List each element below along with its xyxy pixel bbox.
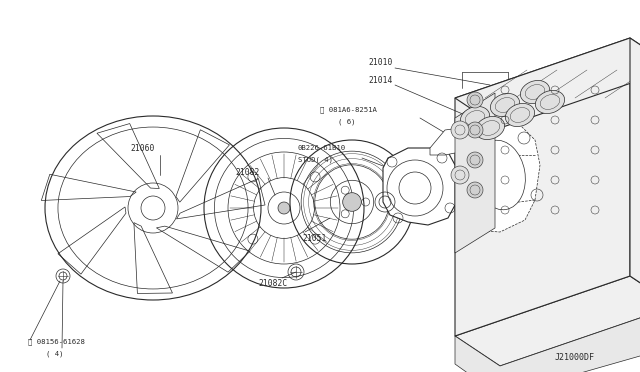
Circle shape (278, 202, 290, 214)
Polygon shape (97, 124, 159, 189)
Ellipse shape (476, 116, 504, 140)
Text: 21051: 21051 (302, 234, 326, 243)
Polygon shape (42, 174, 136, 201)
Polygon shape (455, 306, 640, 372)
Polygon shape (156, 226, 250, 272)
Polygon shape (383, 148, 455, 225)
Polygon shape (455, 276, 640, 366)
Ellipse shape (460, 106, 490, 129)
Polygon shape (455, 93, 495, 253)
Ellipse shape (490, 93, 520, 116)
Text: Ⓑ 08156-61628: Ⓑ 08156-61628 (28, 339, 85, 345)
Polygon shape (430, 128, 465, 155)
Polygon shape (458, 120, 540, 232)
Circle shape (342, 193, 362, 211)
Text: STUD( 4): STUD( 4) (298, 157, 333, 163)
Text: 21060: 21060 (130, 144, 154, 153)
Text: 21082: 21082 (235, 167, 259, 176)
Ellipse shape (506, 103, 534, 126)
Circle shape (451, 121, 469, 139)
Text: 21014: 21014 (368, 76, 392, 84)
Text: ( 6): ( 6) (338, 119, 355, 125)
Text: 21010: 21010 (368, 58, 392, 67)
Polygon shape (176, 130, 230, 202)
Polygon shape (177, 179, 265, 219)
Text: J21000DF: J21000DF (555, 353, 595, 362)
Ellipse shape (520, 80, 550, 103)
Circle shape (467, 152, 483, 168)
Polygon shape (455, 38, 640, 128)
Text: 21082C: 21082C (258, 279, 287, 289)
Circle shape (451, 166, 469, 184)
Polygon shape (58, 207, 126, 274)
Ellipse shape (536, 90, 564, 113)
Ellipse shape (475, 140, 525, 210)
Circle shape (467, 182, 483, 198)
Polygon shape (134, 222, 172, 294)
Polygon shape (630, 38, 640, 306)
Circle shape (467, 122, 483, 138)
Text: 0B226-61B10: 0B226-61B10 (298, 145, 346, 151)
Circle shape (467, 92, 483, 108)
Polygon shape (455, 38, 630, 336)
Text: Ⓑ 081A6-8251A: Ⓑ 081A6-8251A (320, 107, 377, 113)
Text: ( 4): ( 4) (46, 351, 63, 357)
